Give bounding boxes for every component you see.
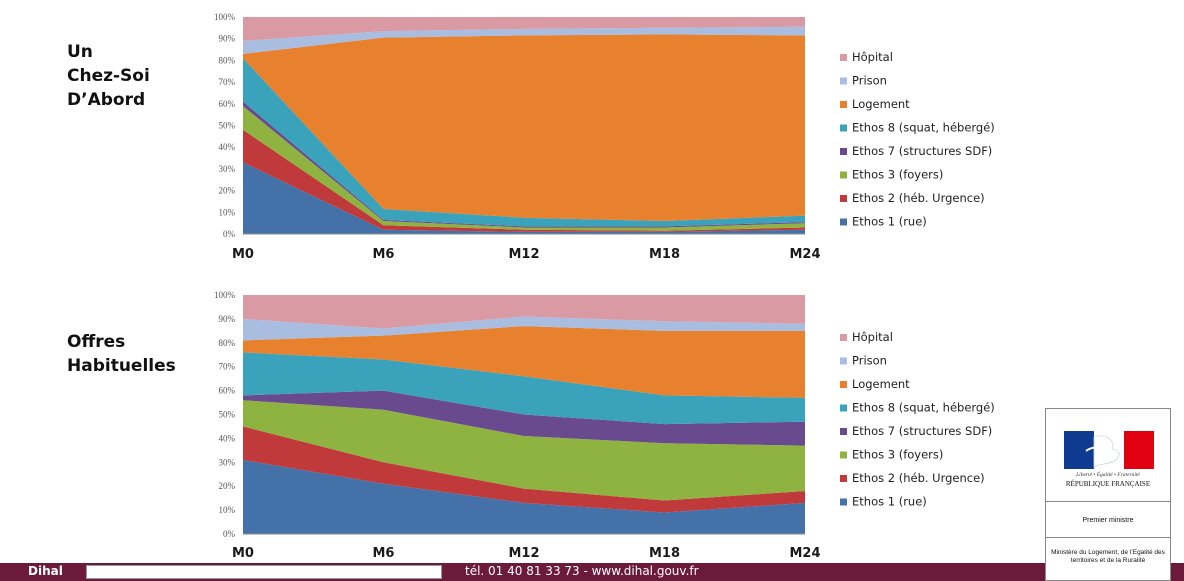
y-tick-label: 30%: [219, 164, 236, 174]
area-h-pital: [243, 17, 805, 41]
chart-2: 0% 10% 20% 30% 40% 50% 60% 70% 80% 90% 100% M0 M6 M12…: [214, 290, 995, 561]
y-tick-label: 40%: [219, 142, 236, 152]
area-ethos-7-structures-sdf: [243, 390, 805, 446]
y-tick-label: 100%: [214, 290, 236, 300]
legend-label: Ethos 1 (rue): [852, 495, 927, 509]
legend-label: Ethos 3 (foyers): [852, 168, 943, 182]
y-tick-label: 80%: [219, 338, 236, 348]
x-tick-label: M18: [649, 247, 680, 262]
legend-swatch: [840, 195, 847, 202]
y-tick-label: 20%: [219, 186, 236, 196]
y-tick-label: 50%: [219, 410, 236, 420]
legend-swatch: [840, 475, 847, 482]
y-tick-label: 90%: [219, 314, 236, 324]
ministry-republic: RÉPUBLIQUE FRANÇAISE: [1065, 480, 1151, 488]
legend-label: Logement: [852, 97, 910, 111]
y-tick-label: 0%: [223, 229, 236, 239]
y-tick-label: 0%: [223, 529, 236, 539]
y-tick-label: 40%: [219, 433, 236, 443]
area-ethos-1-rue: [243, 162, 805, 234]
x-tick-label: M6: [373, 546, 395, 561]
legend-label: Hôpital: [852, 330, 893, 344]
legend-label: Ethos 7 (structures SDF): [852, 144, 992, 158]
legend-label: Ethos 1 (rue): [852, 215, 927, 229]
ministry-office: Premier ministre: [1082, 517, 1134, 524]
marianne-flag-icon: [1064, 431, 1154, 469]
legend-label: Ethos 2 (héb. Urgence): [852, 471, 985, 485]
legend: Hôpital Prison Logement Ethos 8 (squat, héb…: [840, 50, 995, 229]
y-tick-label: 60%: [219, 386, 236, 396]
x-tick-label: M12: [508, 247, 539, 262]
area-ethos-2-h-b-urgence: [243, 426, 805, 513]
legend: Hôpital Prison Logement Ethos 8 (squat, héb…: [840, 330, 995, 509]
chart-1-title: Un Chez-Soi D’Abord: [67, 42, 150, 110]
legend-swatch: [840, 428, 847, 435]
y-tick-label: 10%: [219, 505, 236, 515]
chart-2-title: Offres Habituelles: [67, 332, 176, 376]
area-prison: [243, 316, 805, 341]
chart-1: 0% 10% 20% 30% 40% 50% 60% 70% 80% 90% 100% M0 M6 M12…: [214, 12, 995, 262]
y-tick-label: 20%: [219, 481, 236, 491]
legend-swatch: [840, 357, 847, 365]
legend-label: Prison: [852, 74, 887, 88]
legend-label: Prison: [852, 354, 887, 368]
legend-label: Ethos 7 (structures SDF): [852, 424, 992, 438]
legend-swatch: [840, 148, 847, 155]
ministry-divider: [1046, 501, 1170, 502]
ministry-motto: Liberté • Égalité • Fraternité: [1076, 472, 1140, 478]
y-tick-label: 70%: [219, 362, 236, 372]
x-tick-label: M0: [232, 247, 254, 262]
area-logement: [243, 326, 805, 398]
y-tick-label: 80%: [219, 55, 236, 65]
y-tick-label: 90%: [219, 34, 236, 44]
legend-swatch: [840, 404, 847, 412]
legend-swatch: [840, 498, 847, 506]
area-prison: [243, 26, 805, 54]
x-tick-label: M24: [789, 247, 820, 262]
x-tick-label: M24: [789, 546, 820, 561]
legend-label: Ethos 3 (foyers): [852, 448, 943, 462]
area-ethos-8-squat-h-berg: [243, 352, 805, 425]
ministry-name: Ministère du Logement, de l’Egalité des …: [1051, 549, 1165, 564]
legend-label: Hôpital: [852, 50, 893, 64]
y-tick-label: 50%: [219, 121, 236, 131]
x-tick-label: M18: [649, 546, 680, 561]
legend-swatch: [840, 334, 847, 341]
legend-swatch: [840, 171, 847, 179]
y-tick-label: 30%: [219, 457, 236, 467]
legend-swatch: [840, 124, 847, 132]
footer-contact: tél. 01 40 81 33 73 - www.dihal.gouv.fr: [465, 564, 699, 578]
x-tick-label: M12: [508, 546, 539, 561]
legend-label: Ethos 2 (héb. Urgence): [852, 191, 985, 205]
legend-swatch: [840, 218, 847, 226]
ministry-logo: Liberté • Égalité • Fraternité RÉPUBLIQU…: [1045, 408, 1171, 581]
footer-text-box: [86, 565, 442, 579]
area-ethos-1-rue: [243, 459, 805, 534]
legend-label: Ethos 8 (squat, hébergé): [852, 121, 995, 135]
footer-brand: Dihal: [28, 564, 63, 578]
y-tick-label: 60%: [219, 99, 236, 109]
area-logement: [243, 34, 805, 222]
legend-label: Logement: [852, 377, 910, 391]
area-h-pital: [243, 295, 805, 329]
ministry-divider: [1046, 537, 1170, 538]
legend-swatch: [840, 54, 847, 61]
legend-swatch: [840, 451, 847, 459]
legend-swatch: [840, 101, 847, 108]
x-tick-label: M0: [232, 546, 254, 561]
y-tick-label: 70%: [219, 77, 236, 87]
y-tick-label: 10%: [219, 207, 236, 217]
area-ethos-3-foyers: [243, 400, 805, 501]
x-tick-label: M6: [373, 247, 395, 262]
legend-swatch: [840, 77, 847, 85]
legend-label: Ethos 8 (squat, hébergé): [852, 401, 995, 415]
legend-swatch: [840, 381, 847, 388]
y-tick-label: 100%: [214, 12, 236, 22]
